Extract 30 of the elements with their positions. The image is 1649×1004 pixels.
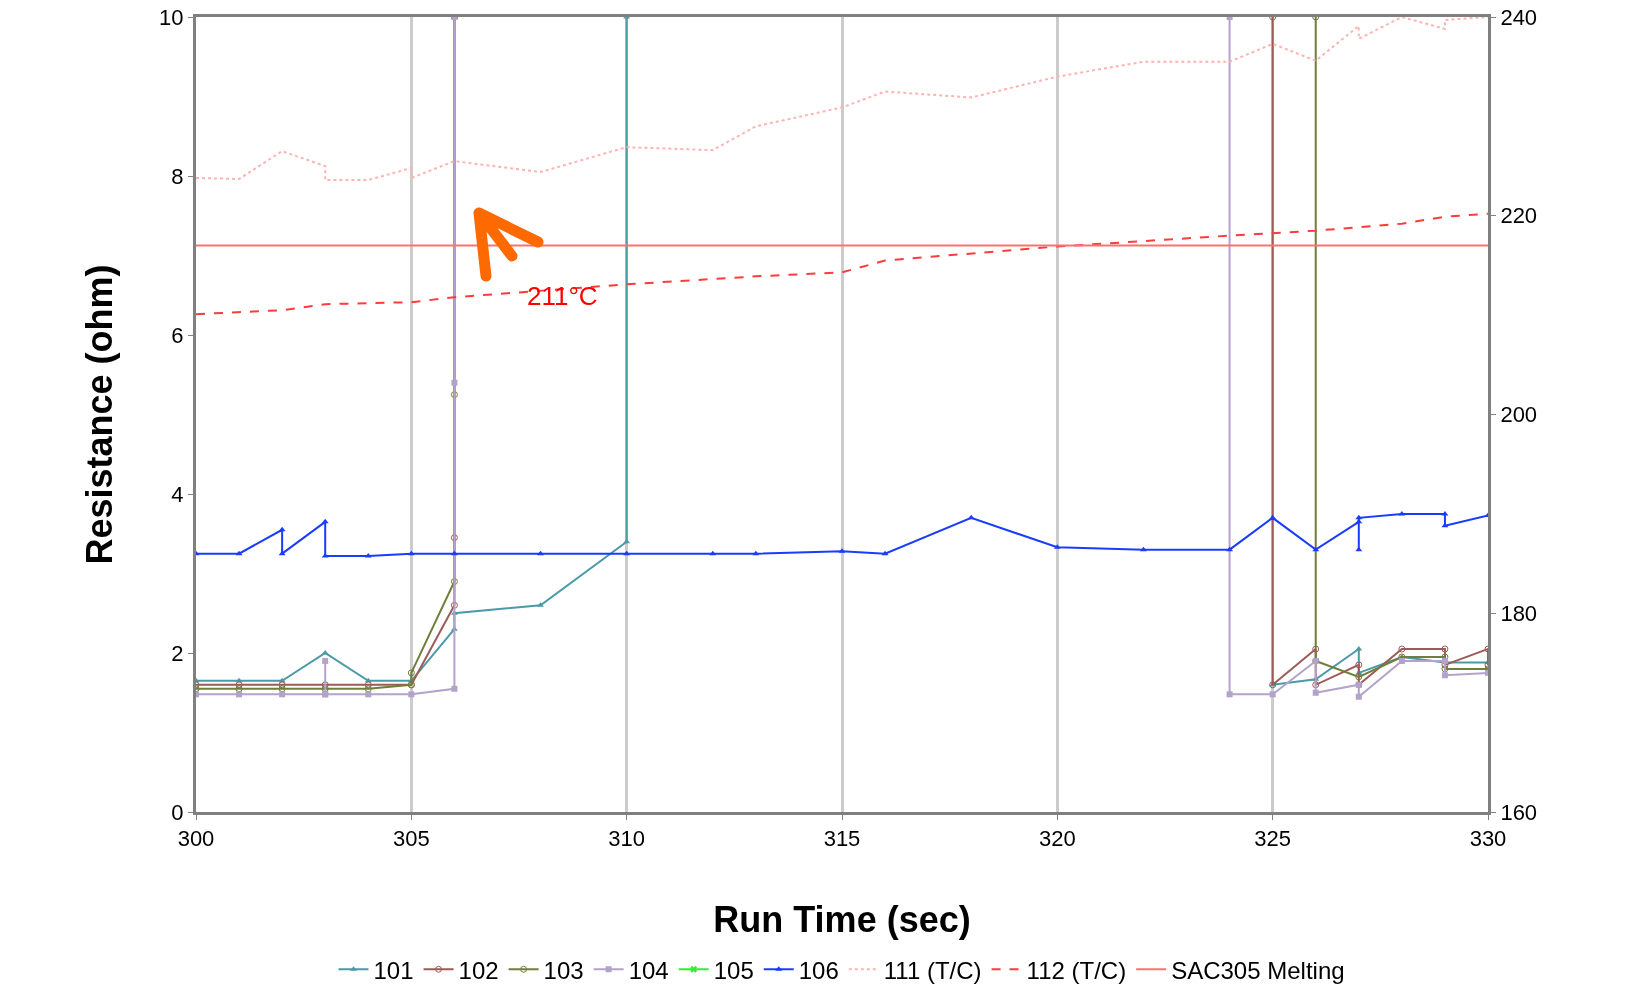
y-tick-label: 4 — [171, 481, 184, 507]
y2-tick-label: 240 — [1500, 4, 1538, 30]
x-axis-title: Run Time (sec) — [713, 899, 971, 940]
x-tick-label: 310 — [608, 826, 646, 852]
y-tick-label: 6 — [171, 322, 184, 348]
legend-label: 102 — [458, 956, 499, 984]
x-tick-label: 300 — [177, 826, 215, 852]
legend-label: 103 — [543, 956, 584, 984]
y2-tick-label: 220 — [1500, 203, 1538, 229]
annotation: 211°C — [527, 281, 598, 311]
x-tick-label: 330 — [1469, 826, 1507, 852]
x-tick-label: 325 — [1254, 826, 1292, 852]
y2-tick-label: 180 — [1500, 600, 1538, 626]
legend-label: 104 — [628, 956, 669, 984]
legend-label: 101 — [373, 956, 414, 984]
legend-label: 111 (T/C) — [883, 956, 982, 984]
y-tick-label: 10 — [159, 4, 184, 30]
y-tick-label: 2 — [171, 640, 184, 666]
x-tick-label: 305 — [392, 826, 430, 852]
x-tick-label: 315 — [823, 826, 861, 852]
y-tick-label: 8 — [171, 163, 184, 189]
legend-label: SAC305 Melting — [1171, 956, 1345, 984]
legend-label: 112 (T/C) — [1026, 956, 1127, 984]
y-axis-title: Resistance (ohm) — [79, 264, 120, 565]
y-tick-label: 0 — [171, 799, 184, 825]
legend-label: 105 — [713, 956, 754, 984]
y2-tick-label: 200 — [1500, 402, 1538, 428]
x-tick-label: 320 — [1038, 826, 1076, 852]
y2-tick-label: 160 — [1500, 799, 1538, 825]
legend-label: 106 — [798, 956, 839, 984]
